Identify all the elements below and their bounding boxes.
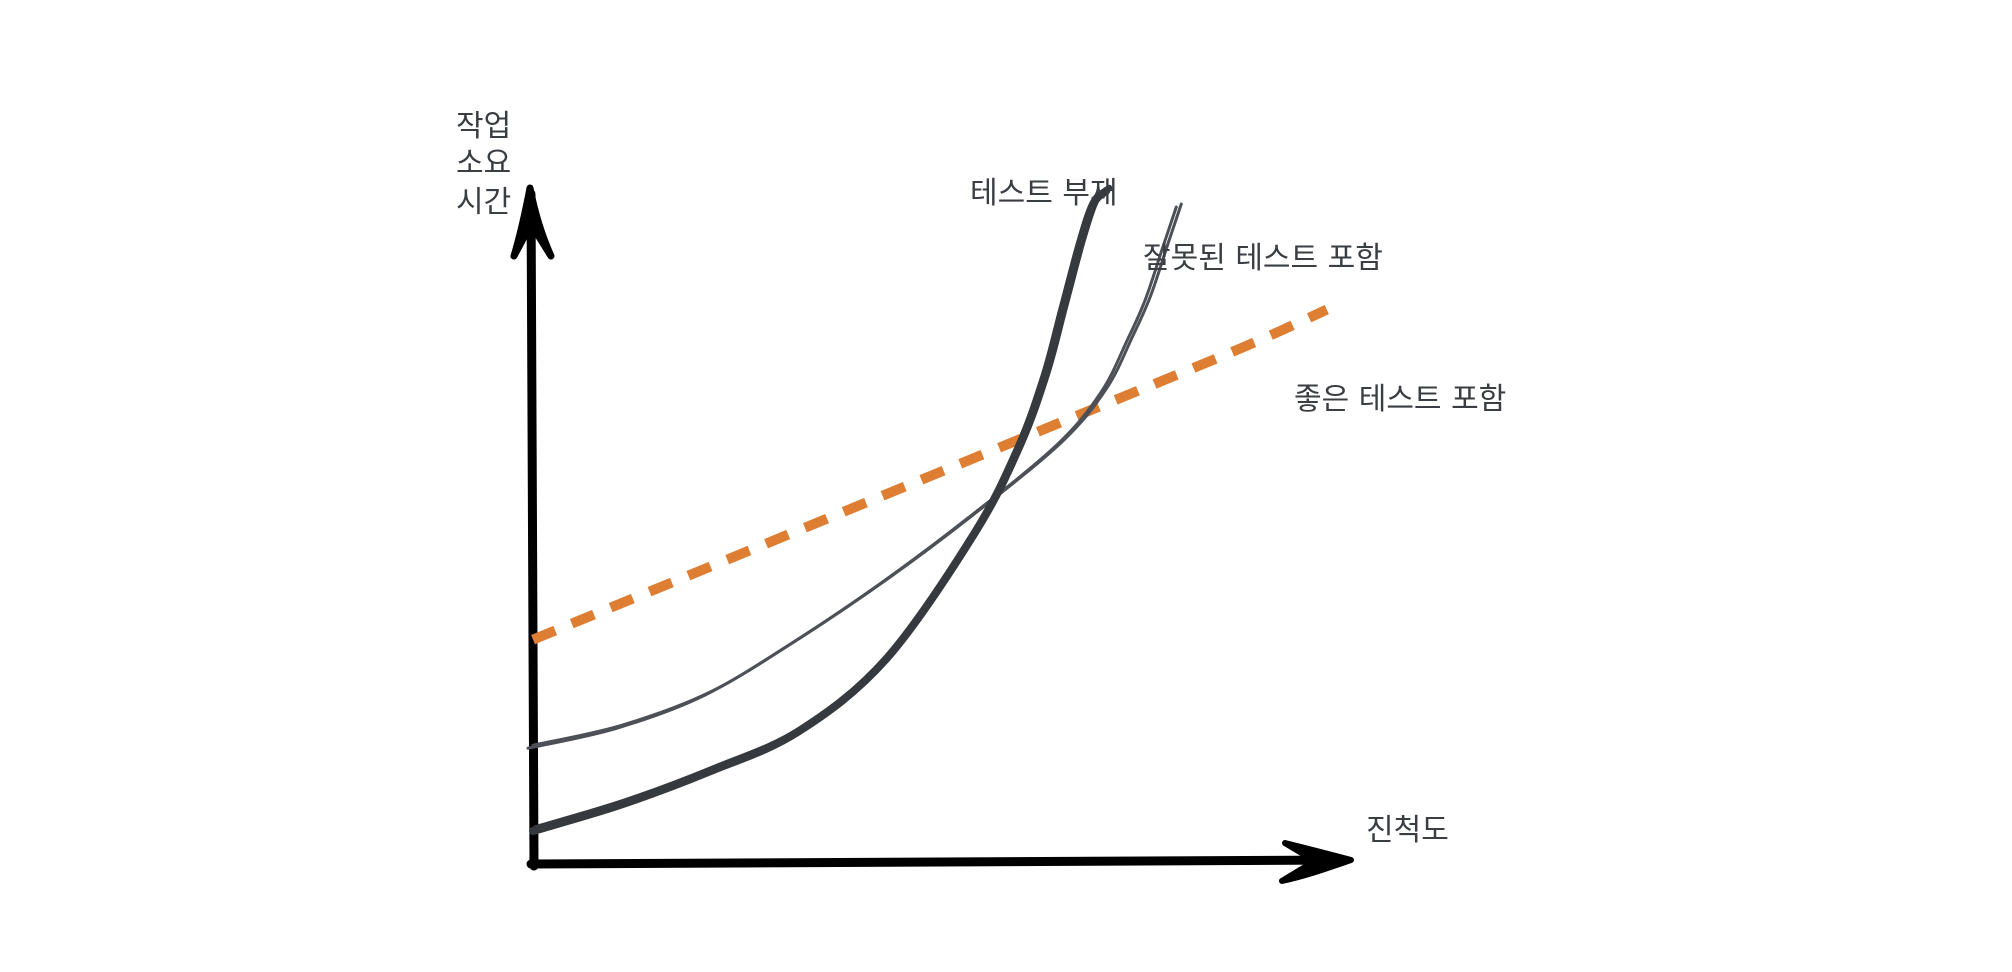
y-axis-line <box>526 189 539 871</box>
series-line-no-tests <box>529 186 1111 835</box>
x-axis-arrowhead <box>1279 840 1354 884</box>
y-axis-arrowhead <box>510 184 555 260</box>
x-axis-label: 진척도 <box>1366 813 1449 848</box>
x-axis-line <box>526 855 1350 869</box>
y-axis-label-line-2: 소요 <box>456 146 511 181</box>
y-axis-label-line-3: 시간 <box>456 185 511 220</box>
axes <box>510 184 1354 884</box>
series-label-bad-tests: 잘못된 테스트 포함 <box>1143 241 1383 276</box>
series-line-bad-tests-sketch <box>526 205 1178 750</box>
y-axis-label-line-1: 작업 <box>456 109 511 144</box>
series-line-bad-tests <box>531 202 1183 747</box>
series-label-no-tests: 테스트 부재 <box>970 176 1118 211</box>
series-line-good-tests <box>531 305 1329 645</box>
series-line-no-tests-sketch <box>533 184 1113 831</box>
label-layer: 작업 소요 시간 진척도 테스트 부재 잘못된 테스트 포함 좋은 테스트 포함 <box>456 109 1506 848</box>
series-label-good-tests: 좋은 테스트 포함 <box>1294 382 1506 417</box>
series-layer <box>526 184 1329 835</box>
